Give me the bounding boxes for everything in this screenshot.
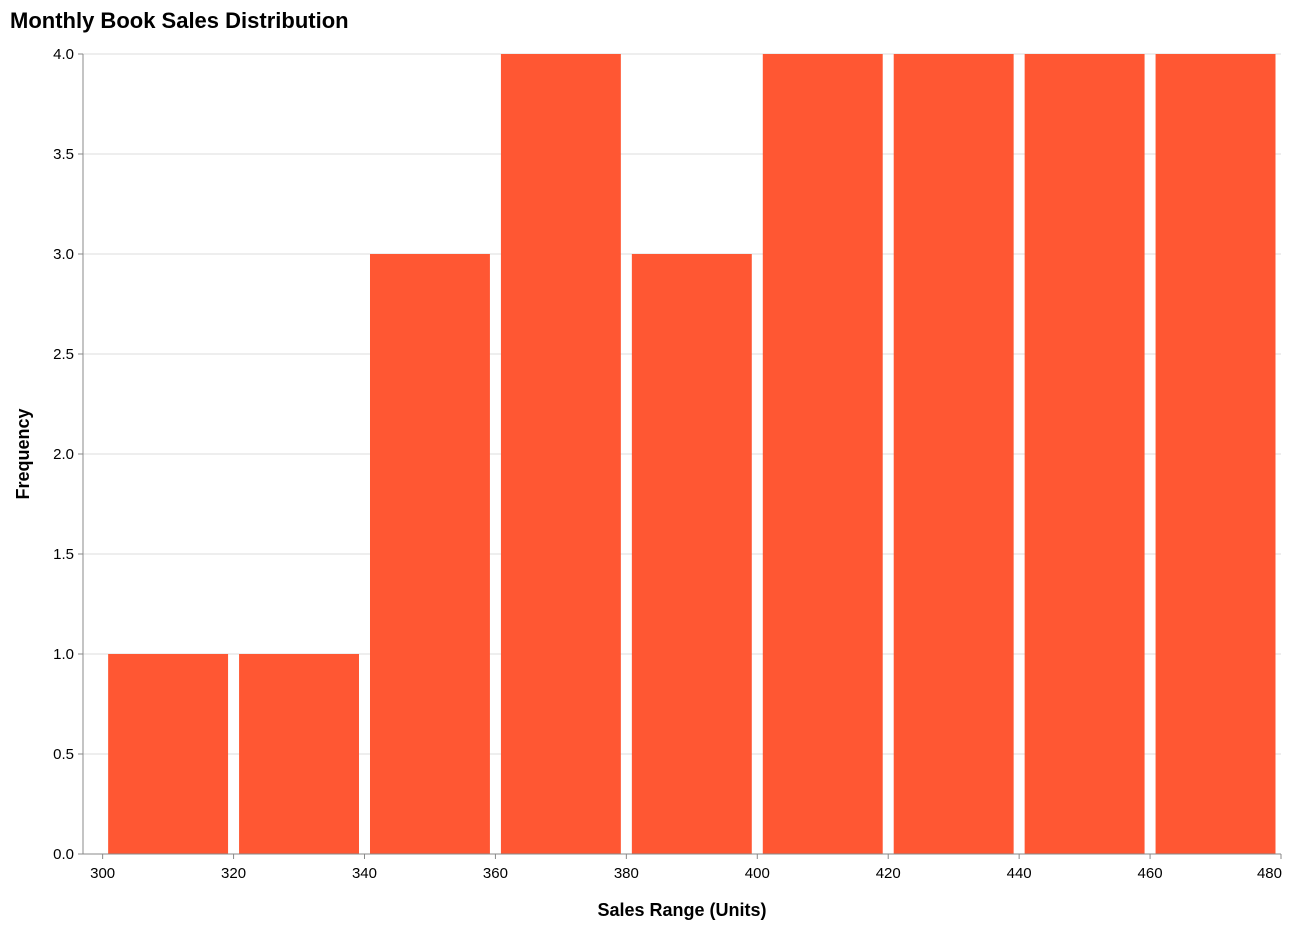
y-tick-label: 4.0: [53, 46, 74, 63]
histogram-bar: [893, 54, 1014, 854]
x-tick-label: 340: [352, 865, 377, 882]
x-tick-label: 320: [221, 865, 246, 882]
x-tick-label: 400: [745, 865, 770, 882]
x-tick-label: 380: [614, 865, 639, 882]
x-tick-label: 480: [1257, 865, 1282, 882]
chart-title: Monthly Book Sales Distribution: [10, 8, 349, 33]
bar-layer: [108, 54, 1276, 854]
histogram-bar: [239, 654, 359, 854]
x-tick-label: 360: [483, 865, 508, 882]
histogram-bar: [500, 54, 621, 854]
histogram-bar: [369, 254, 490, 854]
y-tick-label: 1.0: [53, 646, 74, 663]
histogram-bar: [108, 654, 229, 854]
x-tick-label: 420: [876, 865, 901, 882]
y-tick-label: 2.5: [53, 346, 74, 363]
y-tick-label: 1.5: [53, 546, 74, 563]
y-tick-label: 3.0: [53, 246, 74, 263]
histogram-bar: [1024, 54, 1145, 854]
axis-layer: 0.0 0.5 1.0 1.5 2.0 2.5 3.0 3.5 4.0 300 320 340 360 3…: [53, 46, 1282, 882]
x-tick-label: 440: [1007, 865, 1032, 882]
x-tick-label: 300: [90, 865, 115, 882]
y-axis-title: Frequency: [13, 408, 33, 499]
y-tick-label: 2.0: [53, 446, 74, 463]
y-tick-label: 0.5: [53, 746, 74, 763]
histogram-bar: [1155, 54, 1276, 854]
x-axis-title: Sales Range (Units): [597, 900, 766, 920]
histogram-bar: [762, 54, 883, 854]
x-tick-label: 460: [1138, 865, 1163, 882]
histogram-bar: [631, 254, 752, 854]
y-tick-label: 3.5: [53, 146, 74, 163]
y-tick-label: 0.0: [53, 846, 74, 863]
